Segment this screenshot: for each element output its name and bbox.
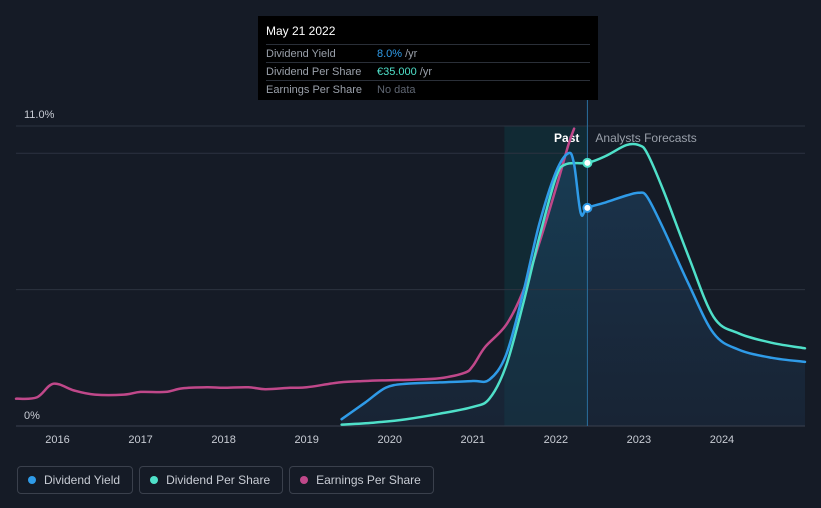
x-tick-label: 2016 [45,434,69,446]
forecast-label: Analysts Forecasts [595,131,696,145]
legend-label: Earnings Per Share [316,473,421,487]
x-tick-label: 2018 [211,434,235,446]
marker-dividend-yield [582,202,593,213]
tooltip-label: Dividend Per Share [266,65,362,78]
x-tick-label: 2021 [461,434,485,446]
tooltip-date: May 21 2022 [266,24,336,38]
x-tick-label: 2020 [377,434,401,446]
y-tick-label: 0% [24,410,40,422]
legend-dot-icon [28,476,36,484]
tooltip-value: 8.0% [377,47,403,60]
tooltip-row-earnings-per-share: Earnings Per Share No data [266,80,590,98]
legend-dot-icon [300,476,309,484]
x-tick-label: 2024 [710,434,734,446]
tooltip-row-dividend-yield: Dividend Yield 8.0% /yr [266,44,590,62]
series-line-dividend-yield [340,151,807,421]
x-tick-label: 2022 [544,434,568,446]
chart-tooltip: May 21 2022 Dividend Yield 8.0% /yr Divi… [258,16,598,100]
tooltip-value: No data [377,83,416,96]
y-tick-label: 11.0% [24,109,55,121]
tooltip-unit: /yr [405,47,418,60]
legend-label: Dividend Yield [44,473,121,487]
legend-item-dividend-yield[interactable]: Dividend Yield [17,466,134,494]
past-label: Past [554,131,579,145]
tooltip-row-dividend-per-share: Dividend Per Share €35.000 /yr [266,62,590,80]
legend-dot-icon [150,476,159,484]
x-tick-label: 2019 [294,434,318,446]
legend-item-earnings-per-share[interactable]: Earnings Per Share [289,466,434,494]
tooltip-label: Earnings Per Share [266,83,362,96]
x-tick-label: 2017 [128,434,152,446]
series-line-dividend-per-share [340,142,807,426]
tooltip-unit: /yr [419,65,432,78]
legend-item-dividend-per-share[interactable]: Dividend Per Share [139,466,284,494]
tooltip-label: Dividend Yield [266,47,336,60]
legend-label: Dividend Per Share [166,473,271,487]
x-tick-label: 2023 [627,434,651,446]
marker-dividend-per-share [582,157,593,168]
tooltip-value: €35.000 [377,65,417,78]
series-line-earnings-per-share [14,127,576,401]
chart-legend: Dividend Yield Dividend Per Share Earnin… [17,466,434,494]
